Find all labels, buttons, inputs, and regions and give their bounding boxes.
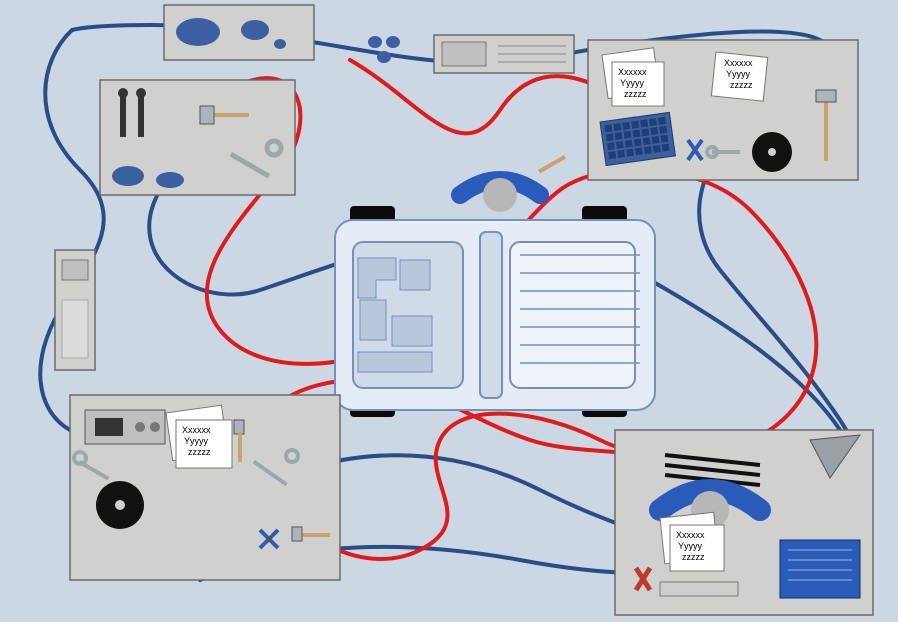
station-ovals-panel [164, 5, 314, 60]
svg-text:Xxxxxx: Xxxxxx [676, 530, 705, 540]
svg-text:Xxxxxx: Xxxxxx [724, 58, 753, 68]
svg-text:Yyyyy: Yyyyy [678, 541, 703, 551]
note-line3: zzzzz [188, 447, 211, 457]
svg-text:zzzzz: zzzzz [624, 89, 647, 99]
station-left-strip [55, 250, 95, 370]
svg-text:zzzzz: zzzzz [730, 80, 753, 90]
svg-text:zzzzz: zzzzz [682, 552, 705, 562]
ruler-icon [660, 582, 738, 596]
sticky-note: Xxxxxx Yyyyy zzzzz [602, 48, 664, 106]
svg-text:Yyyyy: Yyyyy [726, 69, 751, 79]
spaghetti-diagram: Xxxxxx Yyyyy zzzzz Xxxxxx Yyyyy zzzzz Xx… [0, 0, 898, 622]
note-line1: Xxxxxx [182, 425, 211, 435]
keyboard-icon [600, 112, 675, 165]
station-left-tools [100, 80, 295, 195]
station-bottom-left: Xxxxxx Yyyyy zzzzz [70, 395, 340, 580]
sticky-note: Xxxxxx Yyyyy zzzzz [711, 52, 767, 101]
laptop-icon [780, 540, 860, 598]
sticky-note: Xxxxxx Yyyyy zzzzz [660, 512, 724, 571]
station-top-panel [434, 35, 574, 73]
machine-vehicle [335, 206, 655, 417]
note-line2: Yyyyy [184, 436, 209, 446]
station-bottom-right: Xxxxxx Yyyyy zzzzz [615, 430, 873, 615]
station-top-right: Xxxxxx Yyyyy zzzzz Xxxxxx Yyyyy zzzzz [588, 40, 858, 180]
svg-text:Yyyyy: Yyyyy [620, 78, 645, 88]
svg-text:Xxxxxx: Xxxxxx [618, 67, 647, 77]
sticky-note: Xxxxxx Yyyyy zzzzz [166, 405, 232, 468]
